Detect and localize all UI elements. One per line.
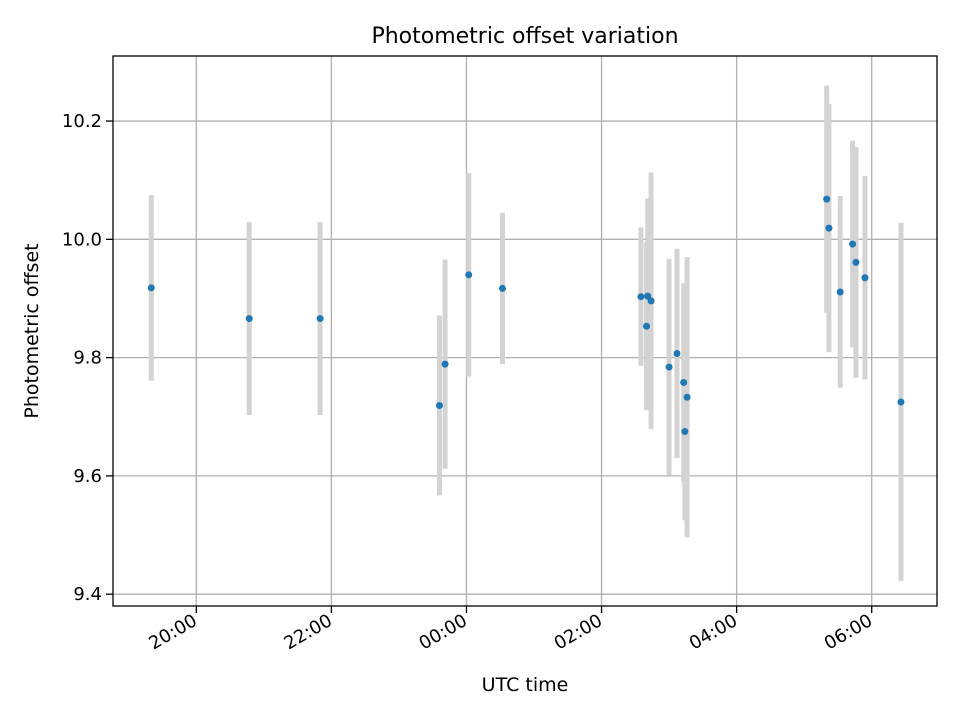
data-point [836,288,844,296]
y-tick-label: 9.6 [73,466,102,487]
y-tick-label: 9.4 [73,584,102,605]
data-point [683,393,691,401]
chart-title: Photometric offset variation [371,24,678,49]
data-point [897,398,905,406]
y-axis-ticks: 9.4 9.6 9.8 10.0 10.2 [62,111,113,605]
data-point [245,315,253,323]
data-point [825,224,833,232]
data-point [498,284,506,292]
data-point [681,428,689,436]
y-tick-label: 10.2 [62,111,102,132]
data-point [861,274,869,282]
data-point [680,378,688,386]
y-axis-label: Photometric offset [21,243,43,418]
y-tick-label: 10.0 [62,229,102,250]
x-axis-label: UTC time [482,674,569,696]
data-point [852,258,860,266]
data-point [316,315,324,323]
plot-area [113,56,937,606]
data-points [147,195,905,436]
data-point [823,195,831,203]
data-point [441,360,449,368]
data-point [647,297,655,305]
data-point [637,293,645,301]
y-tick-label: 9.8 [73,348,102,369]
data-point [147,284,155,292]
data-point [665,363,673,371]
data-point [435,402,443,410]
data-point [849,240,857,248]
plot-frame [112,55,938,607]
data-point [673,349,681,357]
data-point [643,322,651,330]
data-point [465,271,473,279]
